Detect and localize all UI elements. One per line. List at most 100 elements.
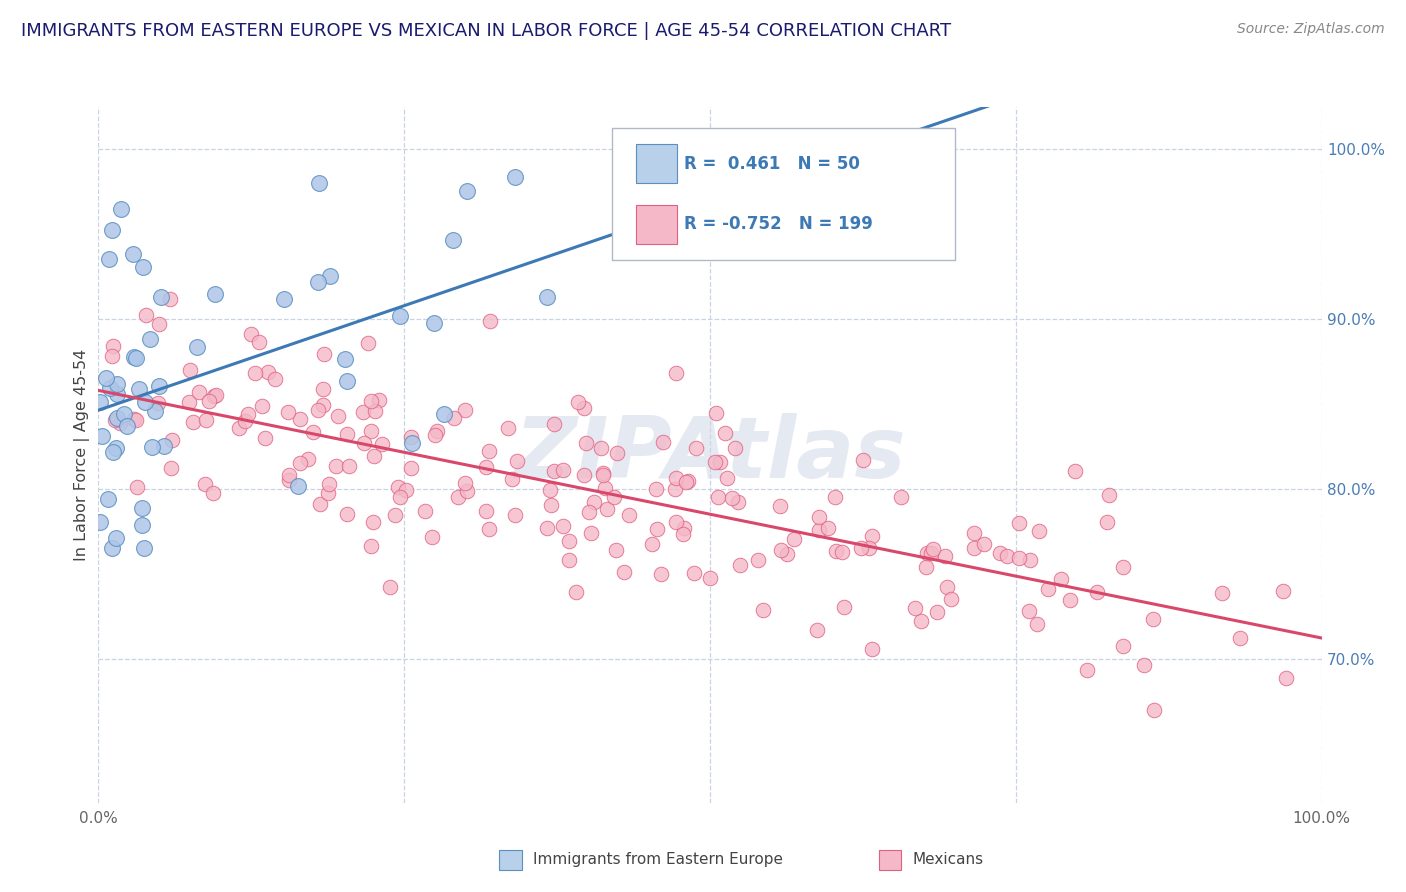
Point <box>613 565 636 579</box>
Point <box>121 247 143 261</box>
Point <box>716 471 738 485</box>
Point <box>356 335 378 350</box>
Point <box>288 411 311 425</box>
Point <box>100 541 122 556</box>
Point <box>250 399 273 413</box>
Point <box>257 366 280 380</box>
Point <box>995 549 1018 564</box>
Point <box>277 467 299 482</box>
Point <box>96 370 118 384</box>
Point <box>915 546 938 560</box>
Point <box>363 449 385 463</box>
Point <box>148 317 170 331</box>
Point <box>540 498 562 512</box>
Point <box>249 334 271 349</box>
Point <box>934 549 956 564</box>
Point <box>474 503 496 517</box>
Point <box>131 517 153 532</box>
Point <box>125 351 148 366</box>
Point <box>675 475 697 490</box>
Point <box>336 427 359 442</box>
Point <box>572 468 595 483</box>
Point <box>860 642 883 657</box>
Point <box>558 534 581 549</box>
Point <box>1097 515 1119 529</box>
Point <box>110 202 132 216</box>
Point <box>134 395 156 409</box>
Point <box>1059 592 1081 607</box>
Point <box>1112 559 1135 574</box>
Point <box>1028 524 1050 538</box>
Point <box>318 268 340 283</box>
Point <box>401 436 423 450</box>
Point <box>682 566 704 581</box>
Point <box>1008 516 1031 530</box>
Point <box>807 510 830 524</box>
Point <box>105 386 128 401</box>
Point <box>579 526 602 541</box>
Point <box>572 401 595 415</box>
Point <box>592 467 614 482</box>
Point <box>297 452 319 467</box>
Point <box>973 536 995 550</box>
Point <box>505 508 527 522</box>
Point <box>441 233 464 247</box>
Point <box>769 543 792 558</box>
Point <box>910 614 932 628</box>
Point <box>557 552 579 566</box>
Point <box>551 519 574 533</box>
Point <box>198 394 221 409</box>
Point <box>336 374 359 388</box>
Point <box>583 495 606 509</box>
Point <box>122 350 145 364</box>
Text: R =  0.461   N = 50: R = 0.461 N = 50 <box>685 154 860 173</box>
Point <box>141 440 163 454</box>
Point <box>228 421 250 435</box>
Point <box>238 407 260 421</box>
Point <box>361 515 384 529</box>
Point <box>1064 464 1087 478</box>
Point <box>543 465 565 479</box>
Point <box>387 480 409 494</box>
Text: Mexicans: Mexicans <box>912 853 984 867</box>
Point <box>307 275 329 289</box>
Point <box>817 521 839 535</box>
Point <box>962 541 984 555</box>
Point <box>149 290 172 304</box>
Point <box>243 366 266 380</box>
Point <box>963 525 986 540</box>
Point <box>273 292 295 306</box>
Point <box>413 503 436 517</box>
Point <box>665 471 688 485</box>
Point <box>122 412 145 426</box>
Point <box>1098 488 1121 502</box>
Point <box>727 494 749 508</box>
Point <box>776 547 799 561</box>
Point <box>205 388 228 402</box>
Point <box>153 439 176 453</box>
Y-axis label: In Labor Force | Age 45-54: In Labor Force | Age 45-54 <box>75 349 90 561</box>
Point <box>328 409 350 423</box>
Point <box>619 508 641 522</box>
Point <box>420 530 443 544</box>
Point <box>824 544 846 558</box>
Point <box>713 426 735 441</box>
Point <box>709 455 731 469</box>
Point <box>186 340 208 354</box>
Point <box>160 433 183 447</box>
Point <box>426 424 449 438</box>
Point <box>97 252 120 266</box>
Point <box>595 481 617 495</box>
Point <box>478 444 501 458</box>
Point <box>1050 572 1073 586</box>
Point <box>769 499 792 513</box>
Point <box>939 592 962 607</box>
Point <box>1229 631 1251 645</box>
Point <box>672 527 695 541</box>
Point <box>699 571 721 585</box>
Point <box>747 553 769 567</box>
Point <box>1211 586 1233 600</box>
Text: R = -0.752   N = 199: R = -0.752 N = 199 <box>685 215 873 234</box>
Point <box>108 416 131 430</box>
Point <box>132 260 155 274</box>
